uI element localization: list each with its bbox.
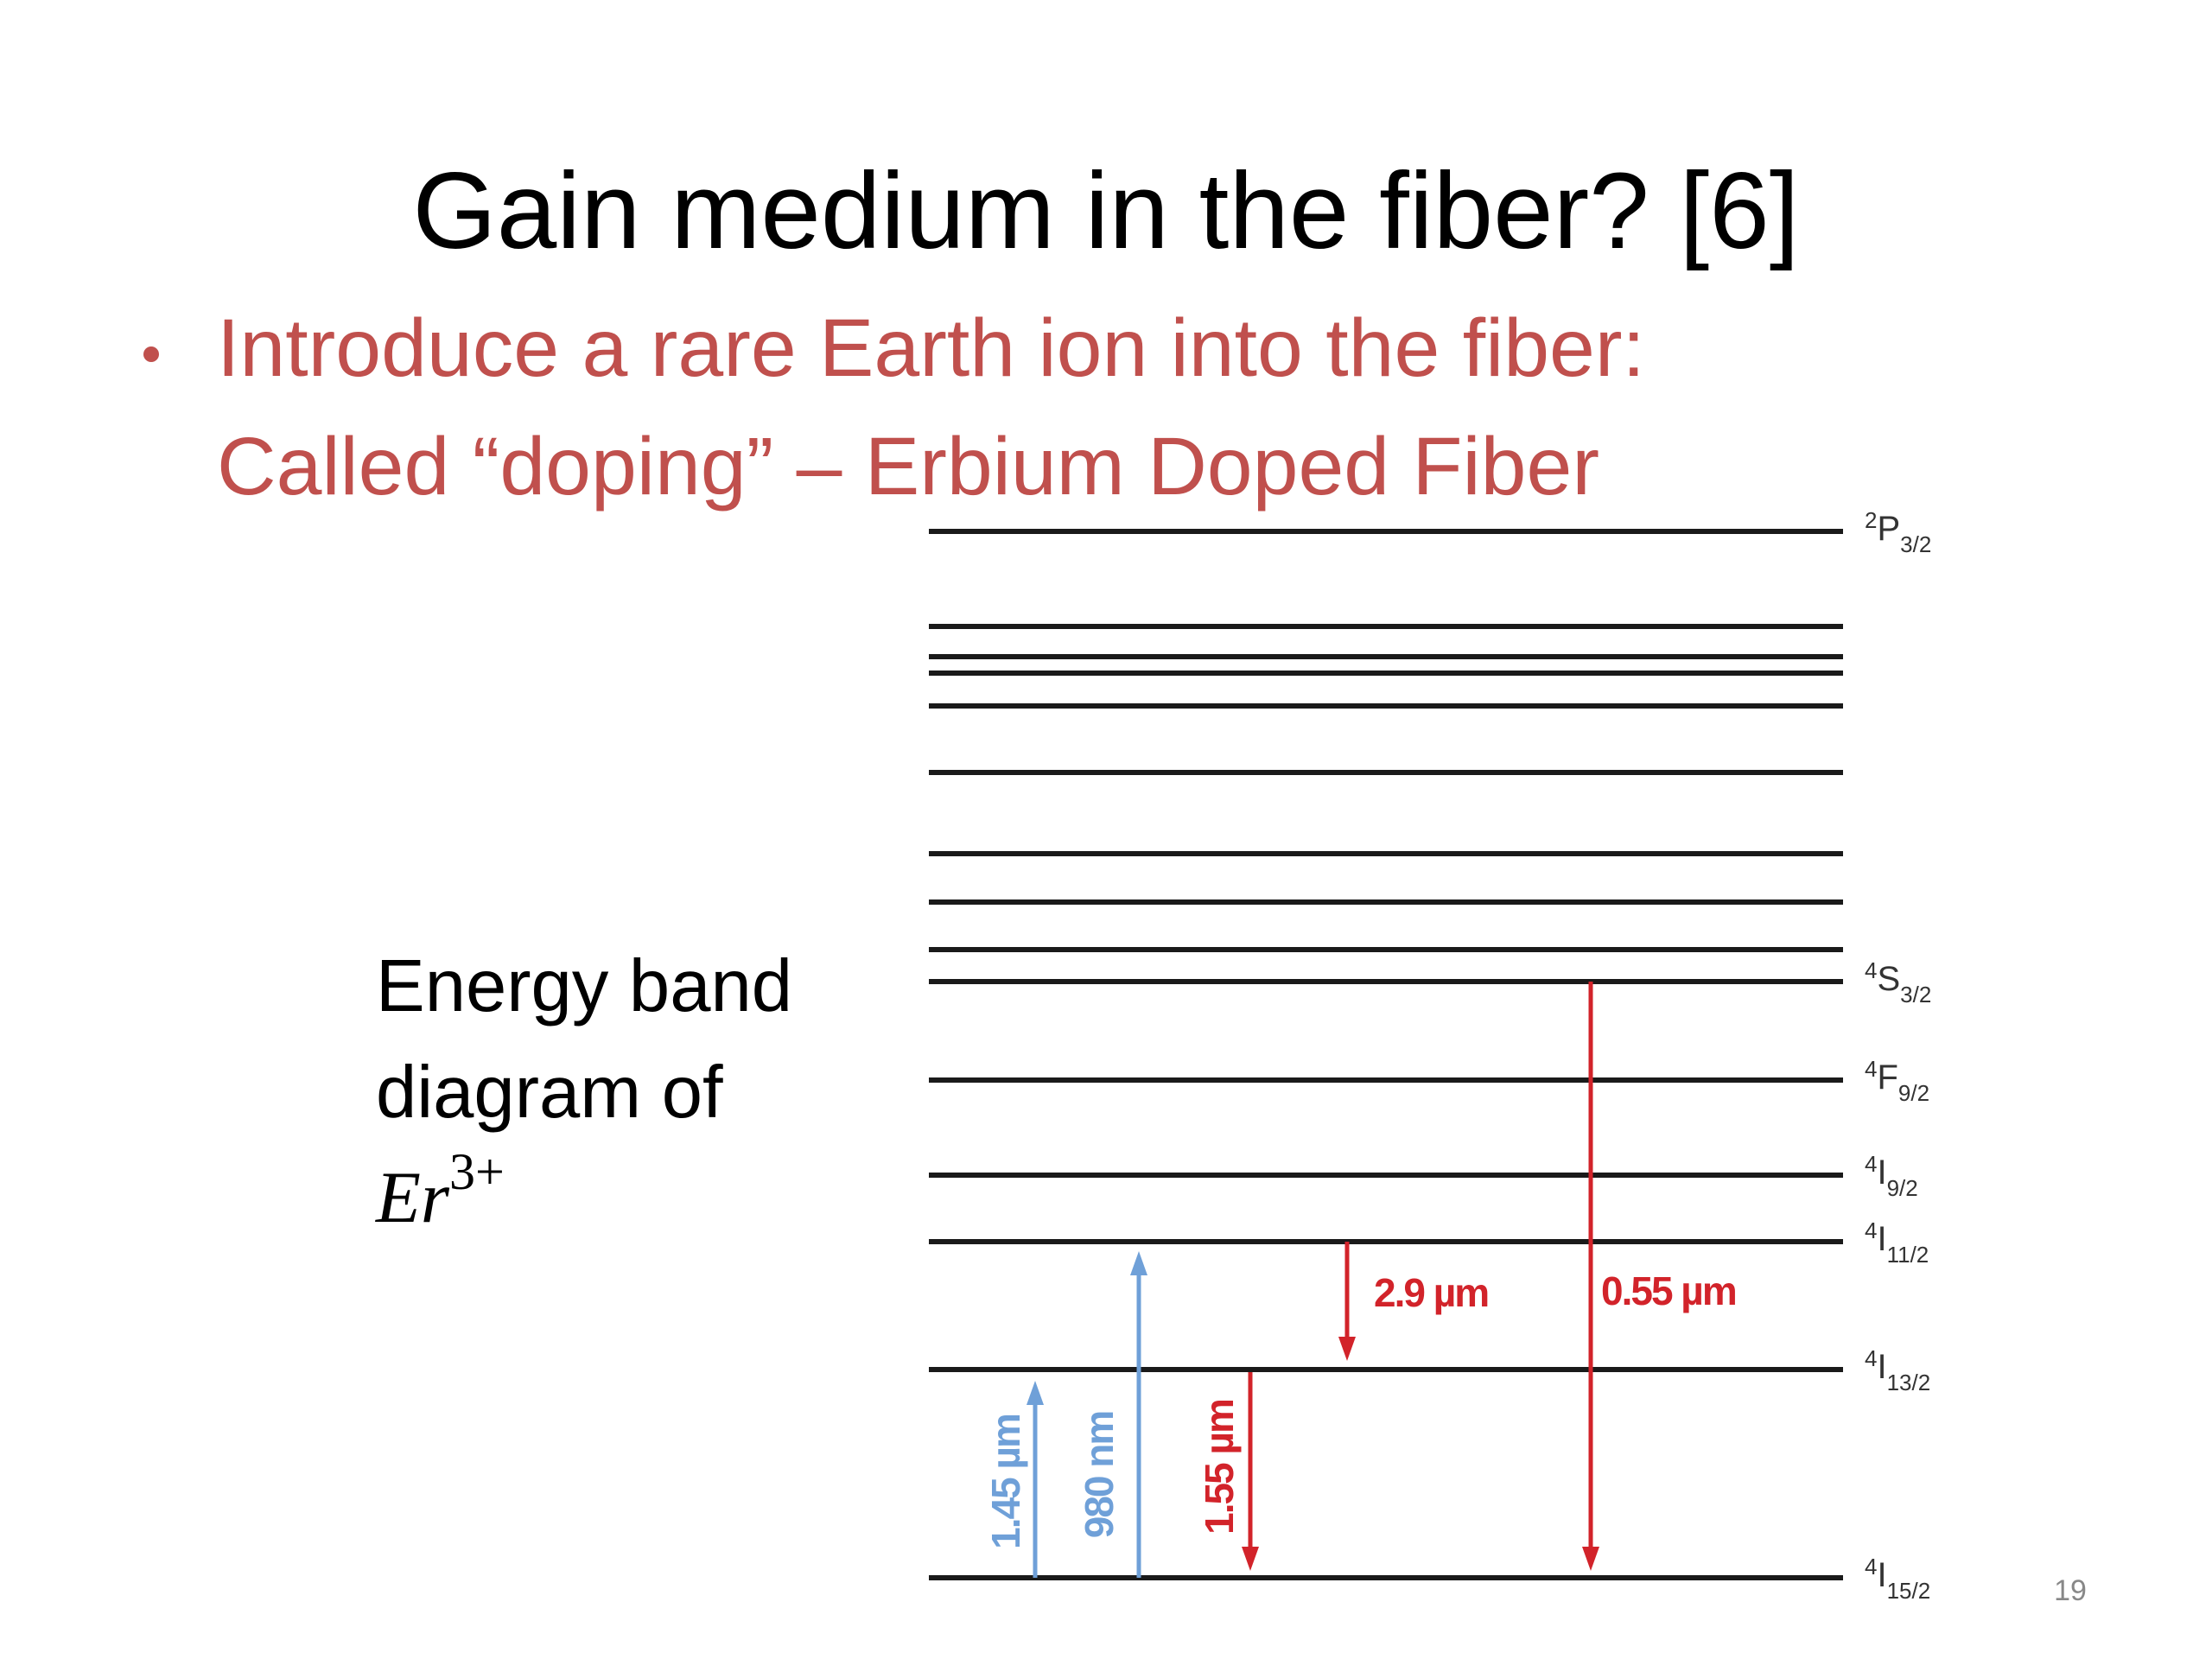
arrow-head xyxy=(1338,1337,1356,1361)
bullet-text: Called “doping” – Erbium Doped Fiber xyxy=(217,421,1599,512)
level-label: 4I13/2 xyxy=(1865,1345,1930,1395)
slide-title: Gain medium in the fiber? [6] xyxy=(413,151,1800,271)
label-sup: 4 xyxy=(1865,1151,1877,1177)
transition-label: 0.55 µm xyxy=(1601,1268,1736,1313)
transition-label: 1.55 µm xyxy=(1197,1400,1242,1535)
bullet-dot xyxy=(143,346,159,362)
label-sup: 4 xyxy=(1865,1217,1877,1243)
caption-math: Er3+ xyxy=(375,1143,505,1238)
label-main: P xyxy=(1877,510,1900,548)
level-label: 4I9/2 xyxy=(1865,1151,1918,1201)
bullet-text: Introduce a rare Earth ion into the fibe… xyxy=(217,302,1645,394)
arrow-head xyxy=(1130,1251,1147,1275)
label-sub: 9/2 xyxy=(1898,1080,1929,1106)
label-main: S xyxy=(1877,960,1900,998)
level-label: 2P3/2 xyxy=(1865,507,1931,557)
label-main: I xyxy=(1877,1154,1886,1192)
label-sup: 4 xyxy=(1865,1056,1877,1082)
level-labels: 2P3/2 4S3/2 4F9/2 4I9/2 4I11/2 4I13/2 4I… xyxy=(1865,507,1931,1604)
level-label: 4I15/2 xyxy=(1865,1554,1930,1604)
label-sub: 3/2 xyxy=(1900,982,1931,1007)
label-sup: 4 xyxy=(1865,1345,1877,1371)
page-number: 19 xyxy=(2054,1574,2087,1607)
level-label: 4S3/2 xyxy=(1865,957,1931,1007)
math-base: Er xyxy=(375,1157,450,1238)
energy-levels xyxy=(929,529,1843,1580)
label-sup: 2 xyxy=(1865,507,1877,533)
label-main: I xyxy=(1877,1556,1886,1594)
transition-label: 980 nm xyxy=(1077,1412,1122,1539)
label-sub: 13/2 xyxy=(1887,1370,1931,1395)
label-main: F xyxy=(1877,1058,1897,1096)
caption-text: Energy band xyxy=(376,945,792,1027)
transition-label: 2.9 µm xyxy=(1374,1270,1488,1315)
arrow-head xyxy=(1027,1381,1044,1405)
label-main: I xyxy=(1877,1220,1886,1258)
label-main: I xyxy=(1877,1348,1886,1386)
transitions: 1.45 µm 980 nm 1.55 µm 2.9 µm 0.55 µm xyxy=(983,982,1738,1578)
label-sup: 4 xyxy=(1865,957,1877,983)
caption-text: diagram of xyxy=(376,1052,723,1134)
label-sub: 15/2 xyxy=(1887,1578,1931,1604)
label-sup: 4 xyxy=(1865,1554,1877,1580)
transition-label: 1.45 µm xyxy=(983,1414,1028,1549)
arrow-head xyxy=(1242,1547,1259,1571)
level-label: 4I11/2 xyxy=(1865,1217,1929,1268)
level-label: 4F9/2 xyxy=(1865,1056,1929,1106)
label-sub: 3/2 xyxy=(1900,531,1931,557)
arrow-head xyxy=(1582,1547,1599,1571)
label-sub: 9/2 xyxy=(1887,1175,1918,1201)
label-sub: 11/2 xyxy=(1887,1242,1929,1268)
math-sup: 3+ xyxy=(449,1143,505,1200)
